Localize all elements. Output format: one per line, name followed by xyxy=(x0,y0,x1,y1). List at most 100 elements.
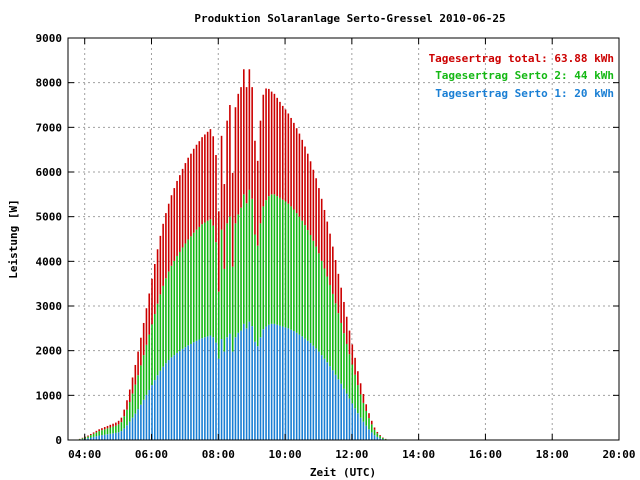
bar-segment-series-1 xyxy=(248,321,251,440)
bar-segment-series-2 xyxy=(81,438,84,440)
bar-segment-series-3 xyxy=(231,172,234,267)
bar-segment-series-2 xyxy=(179,251,181,352)
bar-segment-series-1 xyxy=(284,327,287,440)
bar-segment-series-2 xyxy=(142,355,145,400)
bar-segment-series-3 xyxy=(362,393,365,403)
bar-segment-series-3 xyxy=(245,87,248,204)
bar-segment-series-1 xyxy=(128,421,131,440)
bar-segment-series-3 xyxy=(259,120,262,224)
bar-segment-series-1 xyxy=(379,438,381,440)
bar-segment-series-3 xyxy=(162,223,164,286)
bar-segment-series-1 xyxy=(334,374,337,440)
bar-segment-series-1 xyxy=(306,340,309,440)
bar-segment-series-3 xyxy=(306,153,309,231)
bar-segment-series-1 xyxy=(251,326,253,440)
bar-segment-series-1 xyxy=(351,403,354,440)
bar-segment-series-2 xyxy=(301,220,304,337)
bar-segment-series-3 xyxy=(167,203,170,272)
bar-segment-series-3 xyxy=(332,246,334,294)
bar-segment-series-1 xyxy=(237,332,240,440)
bar-segment-series-3 xyxy=(320,198,323,261)
bar-segment-series-2 xyxy=(348,354,351,399)
bar-segment-series-3 xyxy=(195,144,198,230)
bar-segment-series-1 xyxy=(226,337,228,440)
ticks xyxy=(68,37,620,441)
bar-segment-series-3 xyxy=(370,420,373,425)
bar-segment-series-3 xyxy=(190,153,192,237)
bar-segment-series-1 xyxy=(190,343,192,440)
bar-segment-series-1 xyxy=(173,355,176,440)
bar-segment-series-2 xyxy=(298,216,301,335)
x-tick-label: 06:00 xyxy=(135,448,168,461)
bar-segment-series-2 xyxy=(128,402,131,422)
bar-segment-series-1 xyxy=(276,324,278,440)
bar-segment-series-1 xyxy=(112,433,114,440)
plot-frame xyxy=(67,37,620,441)
bar-segment-series-3 xyxy=(298,133,301,217)
bar-segment-series-3 xyxy=(237,93,240,215)
bar-segment-series-1 xyxy=(340,383,342,440)
bar-segment-series-1 xyxy=(309,343,312,440)
bar-segment-series-3 xyxy=(345,316,348,344)
bar-segment-series-1 xyxy=(109,433,112,440)
bar-segment-series-2 xyxy=(320,260,323,356)
bar-segment-series-1 xyxy=(343,388,345,440)
bar-segment-series-3 xyxy=(270,91,273,195)
bar-segment-series-2 xyxy=(315,246,317,349)
bar-segment-series-3 xyxy=(234,107,237,224)
bar-segment-series-3 xyxy=(276,97,278,197)
bar-segment-series-1 xyxy=(212,337,215,440)
bar-segment-series-1 xyxy=(201,338,203,440)
bar-segment-series-2 xyxy=(195,229,198,341)
bar-segment-series-1 xyxy=(376,436,379,440)
bar-segment-series-1 xyxy=(87,438,89,440)
bar-segment-series-1 xyxy=(148,389,151,440)
bar-segment-series-1 xyxy=(90,437,92,440)
bar-segment-series-2 xyxy=(248,189,251,322)
bar-segment-series-1 xyxy=(368,429,370,440)
bar-segment-series-1 xyxy=(220,339,223,440)
bar-segment-series-3 xyxy=(140,337,142,366)
bar-segment-series-2 xyxy=(98,431,100,436)
bar-segment-series-2 xyxy=(376,433,379,437)
bar-segment-series-2 xyxy=(131,393,134,418)
bar-segment-series-2 xyxy=(276,196,278,325)
y-tick-label: 4000 xyxy=(36,255,63,268)
bar-segment-series-3 xyxy=(92,432,95,434)
bar-segment-series-1 xyxy=(170,357,173,440)
y-tick-label: 1000 xyxy=(36,389,63,402)
bar-segment-series-2 xyxy=(268,196,270,325)
bar-segment-series-2 xyxy=(106,428,109,435)
y-axis-title: Leistung [W] xyxy=(7,199,20,278)
bar-segment-series-3 xyxy=(179,175,181,252)
bar-segment-series-3 xyxy=(312,169,315,241)
x-tick-label: 20:00 xyxy=(602,448,635,461)
bar-segment-series-1 xyxy=(359,417,362,440)
bar-segment-series-2 xyxy=(167,271,170,361)
bar-segment-series-2 xyxy=(237,214,240,333)
bar-segment-series-2 xyxy=(223,268,226,352)
bar-segment-series-2 xyxy=(204,222,206,338)
bar-segment-series-3 xyxy=(151,278,153,325)
bar-segment-series-1 xyxy=(103,434,106,440)
bar-segment-series-2 xyxy=(357,385,359,414)
bar-segment-series-3 xyxy=(95,430,98,433)
bar-segment-series-2 xyxy=(217,291,220,359)
bar-segment-series-3 xyxy=(145,308,148,345)
bar-segment-series-3 xyxy=(134,364,137,385)
bar-segment-series-2 xyxy=(323,268,326,359)
bar-segment-series-2 xyxy=(379,435,381,439)
bar-segment-series-3 xyxy=(290,117,292,207)
bar-segment-series-1 xyxy=(217,358,220,440)
bar-segment-series-1 xyxy=(270,323,273,440)
bar-segment-series-1 xyxy=(204,337,206,440)
bar-segment-series-3 xyxy=(165,213,167,279)
bar-segment-series-1 xyxy=(234,337,237,440)
bar-segment-series-1 xyxy=(215,342,217,440)
bar-segment-series-2 xyxy=(103,429,106,435)
bar-segment-series-1 xyxy=(290,329,292,440)
x-axis-title: Zeit (UTC) xyxy=(310,466,376,479)
bar-segment-series-2 xyxy=(153,314,156,381)
bar-segment-series-3 xyxy=(187,157,189,240)
bar-segment-series-1 xyxy=(92,436,95,440)
